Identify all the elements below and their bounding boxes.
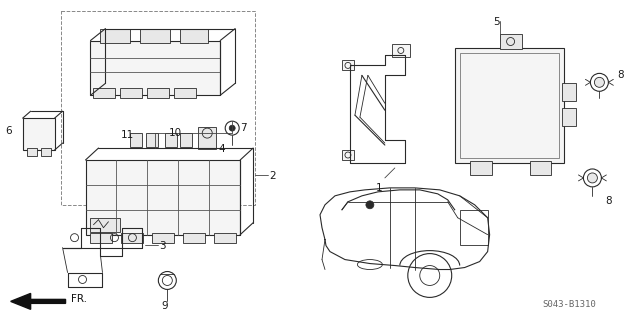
Circle shape [366,201,374,209]
Text: 8: 8 [618,70,624,80]
Text: 4: 4 [218,144,225,154]
Bar [180,29,208,42]
Bar [122,233,143,243]
Text: S043-B1310: S043-B1310 [543,300,596,309]
Bar [152,233,174,243]
Bar [183,233,205,243]
Bar [61,11,255,205]
Circle shape [595,78,604,87]
Circle shape [588,173,597,183]
Bar [470,161,492,175]
Text: FR.: FR. [70,294,86,304]
Text: 7: 7 [240,123,247,133]
Bar [460,54,559,158]
Bar [90,218,120,232]
Bar [131,133,142,147]
Circle shape [229,125,235,131]
Text: 10: 10 [168,128,182,138]
Bar [100,29,131,42]
Text: 6: 6 [6,126,12,136]
Bar [174,88,196,98]
Circle shape [202,128,212,138]
Bar [90,233,113,243]
Text: 3: 3 [159,241,166,251]
Bar [40,148,51,156]
Bar [27,148,36,156]
Bar [140,29,170,42]
Polygon shape [11,293,65,309]
Bar [147,88,170,98]
Text: 2: 2 [269,171,276,181]
Bar [120,88,142,98]
Bar [90,41,220,95]
Text: 11: 11 [120,130,134,140]
Bar [563,108,577,126]
Bar [22,118,54,150]
Bar [86,160,240,235]
Bar [454,48,564,163]
Bar [165,133,177,147]
Bar [500,33,522,49]
Text: 1: 1 [376,183,383,193]
Text: 8: 8 [605,196,612,206]
Bar [198,127,216,149]
Bar [214,233,236,243]
Bar [180,133,192,147]
Bar [342,150,354,160]
Text: 9: 9 [161,301,168,311]
Bar [93,88,115,98]
Bar [460,210,488,245]
Bar [147,133,158,147]
Bar [563,83,577,101]
Bar [392,43,410,57]
Bar [342,60,354,70]
Bar [529,161,552,175]
Text: 5: 5 [493,17,500,26]
